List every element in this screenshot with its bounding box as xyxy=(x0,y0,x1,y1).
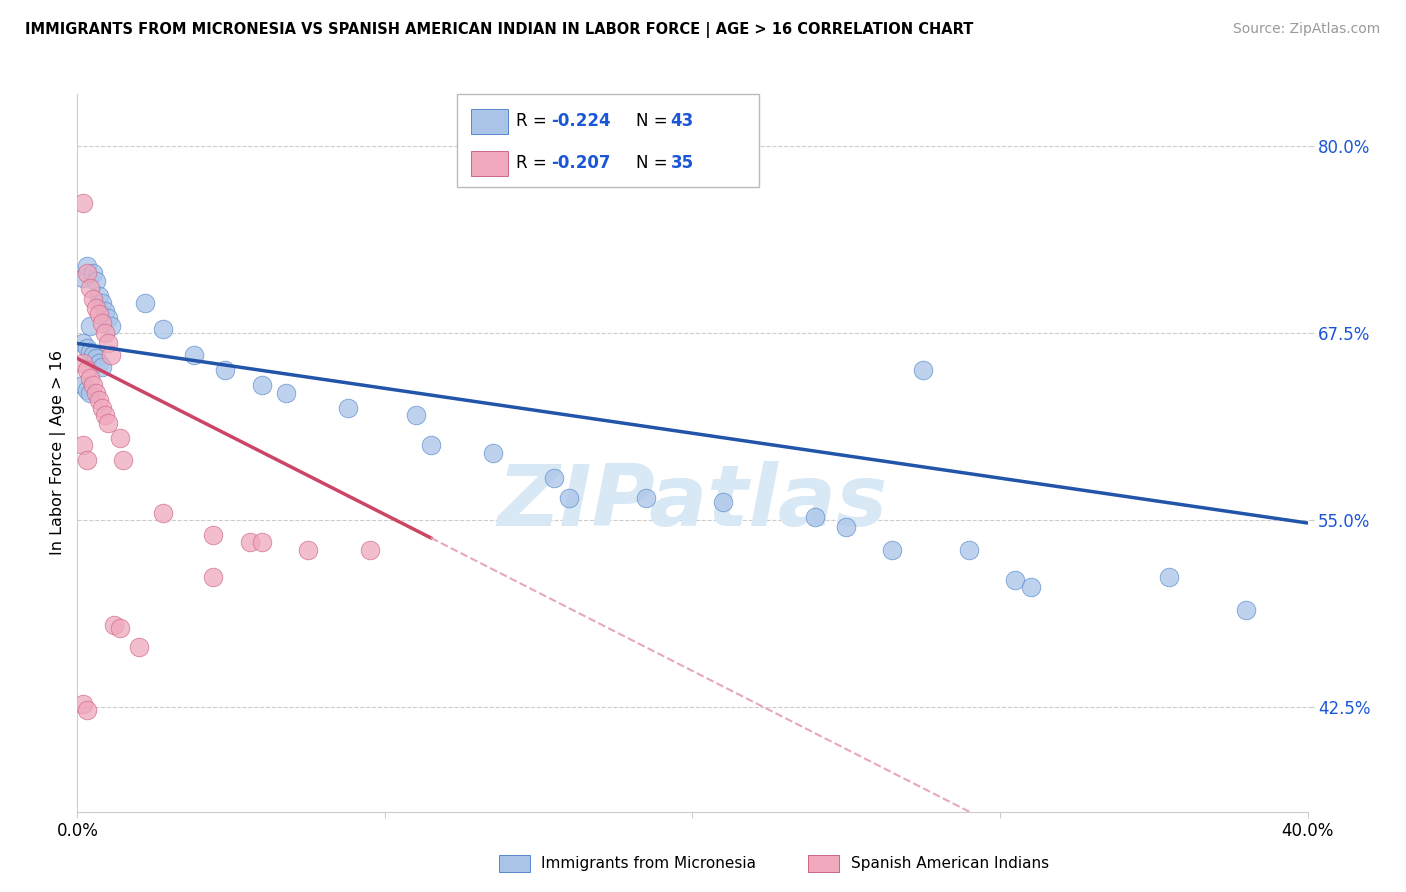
Point xyxy=(82,378,104,392)
Point xyxy=(558,491,581,505)
Point xyxy=(276,385,298,400)
Point xyxy=(82,266,104,280)
Point xyxy=(90,401,114,415)
Point xyxy=(87,356,110,370)
Point xyxy=(711,495,734,509)
Point xyxy=(90,316,114,330)
Text: ZIPatlas: ZIPatlas xyxy=(498,461,887,544)
Point xyxy=(72,195,94,210)
Point xyxy=(183,348,205,362)
Point xyxy=(110,431,132,445)
Text: 35: 35 xyxy=(671,154,693,172)
Point xyxy=(420,438,443,452)
Point xyxy=(636,491,658,505)
Point xyxy=(152,506,174,520)
Point xyxy=(76,383,98,397)
Point xyxy=(481,446,503,460)
Point xyxy=(100,318,122,333)
Point xyxy=(337,401,360,415)
Point xyxy=(201,528,224,542)
Point xyxy=(100,348,122,362)
Point xyxy=(76,453,98,467)
Point xyxy=(87,288,110,302)
Point xyxy=(110,621,132,635)
Point xyxy=(112,453,135,467)
Text: Spanish American Indians: Spanish American Indians xyxy=(851,856,1049,871)
Point xyxy=(1019,580,1042,594)
Point xyxy=(128,640,150,655)
Point xyxy=(882,543,904,558)
Point xyxy=(76,259,98,273)
Point xyxy=(359,543,381,558)
Point xyxy=(297,543,319,558)
Point xyxy=(79,385,101,400)
Point xyxy=(84,351,107,366)
Text: IMMIGRANTS FROM MICRONESIA VS SPANISH AMERICAN INDIAN IN LABOR FORCE | AGE > 16 : IMMIGRANTS FROM MICRONESIA VS SPANISH AM… xyxy=(25,22,974,38)
Point xyxy=(90,296,114,310)
Text: Source: ZipAtlas.com: Source: ZipAtlas.com xyxy=(1233,22,1381,37)
Point xyxy=(214,363,236,377)
Point xyxy=(1159,570,1181,584)
Point xyxy=(72,697,94,711)
Point xyxy=(94,409,117,423)
Text: Immigrants from Micronesia: Immigrants from Micronesia xyxy=(541,856,756,871)
Point xyxy=(72,356,94,370)
Point xyxy=(912,363,935,377)
Point xyxy=(543,471,565,485)
Point xyxy=(239,535,262,549)
Point xyxy=(84,274,107,288)
Point xyxy=(76,363,98,377)
Point xyxy=(79,371,101,385)
Text: N =: N = xyxy=(636,112,672,130)
Point xyxy=(405,409,427,423)
Point xyxy=(94,326,117,340)
Point xyxy=(1004,573,1026,587)
Text: -0.224: -0.224 xyxy=(551,112,610,130)
Point xyxy=(957,543,980,558)
Point xyxy=(835,520,858,534)
Point xyxy=(72,336,94,351)
Point xyxy=(103,617,125,632)
Point xyxy=(201,570,224,584)
Text: -0.207: -0.207 xyxy=(551,154,610,172)
Point xyxy=(97,336,120,351)
Point xyxy=(76,266,98,280)
Point xyxy=(87,307,110,321)
Point xyxy=(76,341,98,355)
Point xyxy=(72,270,94,285)
Point xyxy=(82,348,104,362)
Point xyxy=(152,321,174,335)
Point xyxy=(804,510,827,524)
Point xyxy=(76,703,98,717)
Point xyxy=(84,385,107,400)
Point xyxy=(87,393,110,408)
Point xyxy=(79,281,101,295)
Text: 43: 43 xyxy=(671,112,695,130)
Point xyxy=(134,296,156,310)
Text: R =: R = xyxy=(516,112,553,130)
Point xyxy=(94,303,117,318)
Point xyxy=(79,318,101,333)
Point xyxy=(250,378,273,392)
Point xyxy=(84,301,107,315)
Point xyxy=(72,378,94,392)
Point xyxy=(97,311,120,326)
Text: N =: N = xyxy=(636,154,672,172)
Text: R =: R = xyxy=(516,154,553,172)
Point xyxy=(97,416,120,430)
Point xyxy=(250,535,273,549)
Point xyxy=(79,345,101,359)
Point xyxy=(72,438,94,452)
Point xyxy=(1234,603,1257,617)
Point xyxy=(82,292,104,306)
Y-axis label: In Labor Force | Age > 16: In Labor Force | Age > 16 xyxy=(51,351,66,555)
Point xyxy=(90,360,114,375)
